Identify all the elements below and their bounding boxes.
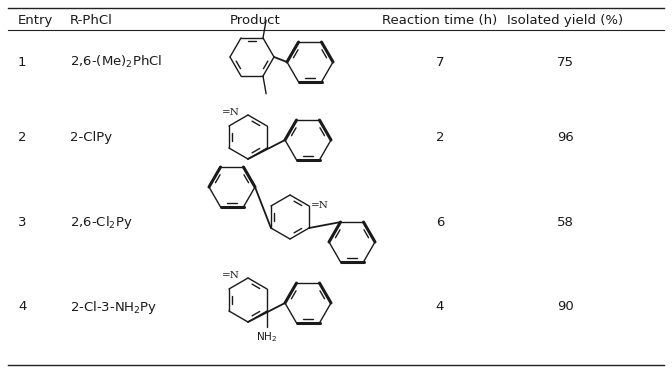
Text: Product: Product <box>230 13 280 27</box>
Text: 1: 1 <box>18 55 26 68</box>
Text: 58: 58 <box>556 215 573 229</box>
Text: 3: 3 <box>18 215 26 229</box>
Text: R-PhCl: R-PhCl <box>70 13 113 27</box>
Text: 75: 75 <box>556 55 573 68</box>
Text: 2,6-(Me)$_2$PhCl: 2,6-(Me)$_2$PhCl <box>70 54 163 70</box>
Text: 6: 6 <box>436 215 444 229</box>
Text: NH$_2$: NH$_2$ <box>257 330 278 344</box>
Text: Isolated yield (%): Isolated yield (%) <box>507 13 623 27</box>
Text: 2-Cl-3-NH$_2$Py: 2-Cl-3-NH$_2$Py <box>70 298 157 316</box>
Text: =N: =N <box>222 270 240 279</box>
Text: 4: 4 <box>18 300 26 313</box>
Text: Reaction time (h): Reaction time (h) <box>382 13 498 27</box>
Text: 96: 96 <box>556 131 573 144</box>
Text: 2,6-Cl$_2$Py: 2,6-Cl$_2$Py <box>70 214 132 230</box>
Text: 2: 2 <box>435 131 444 144</box>
Text: 4: 4 <box>436 300 444 313</box>
Text: 90: 90 <box>556 300 573 313</box>
Text: 7: 7 <box>435 55 444 68</box>
Text: 2-ClPy: 2-ClPy <box>70 131 112 144</box>
Text: Entry: Entry <box>18 13 53 27</box>
Text: =N: =N <box>311 200 329 209</box>
Text: 2: 2 <box>18 131 26 144</box>
Text: =N: =N <box>222 107 240 116</box>
